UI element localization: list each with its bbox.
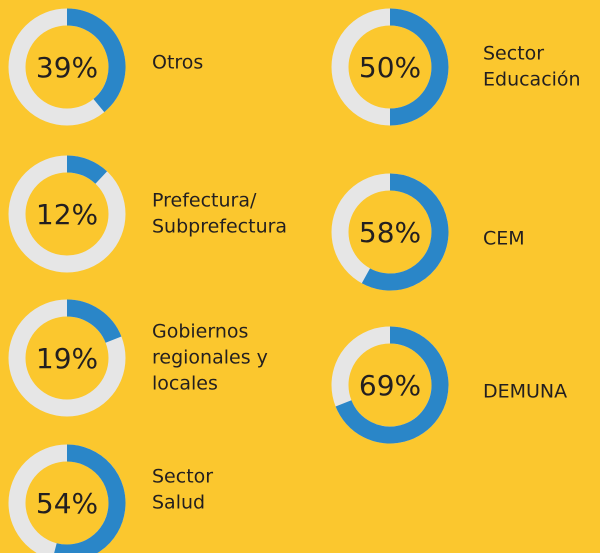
value-label: 50% [359,51,421,84]
donut-arc [66,299,122,344]
donut-arc [389,8,449,126]
value-label: 54% [36,487,98,520]
value-label: 39% [36,51,98,84]
donut-arc [66,155,108,185]
value-label: 58% [359,216,421,249]
donut-arc [361,173,449,291]
label: Prefectura/ [152,190,257,212]
donut-arc [335,326,449,444]
label: CEM [483,228,525,250]
label: Sector [152,466,213,488]
label: locales [152,373,218,395]
donut-arc [66,8,126,113]
label: Sector [483,43,544,65]
value-label: 12% [36,198,98,231]
label: Salud [152,492,205,514]
donut-arc [54,444,126,553]
value-label: 69% [359,369,421,402]
label: regionales y [152,347,268,369]
label: Gobiernos [152,321,248,343]
label: Subprefectura [152,216,287,238]
label: Educación [483,69,581,91]
value-label: 19% [36,342,98,375]
label: Otros [152,52,203,74]
label: DEMUNA [483,381,567,403]
